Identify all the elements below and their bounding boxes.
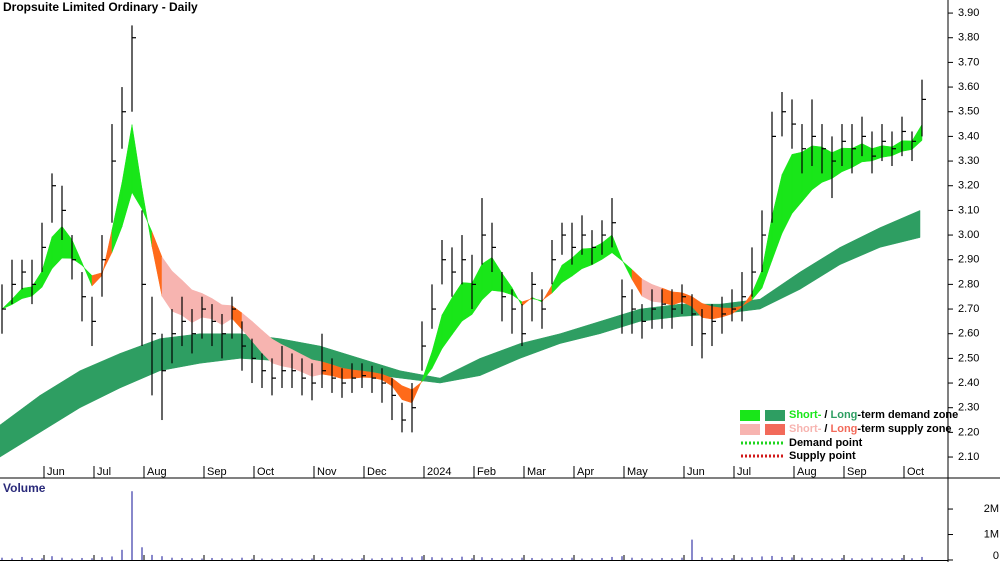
short-term-band	[881, 145, 893, 158]
x-tick-label: Jun	[687, 466, 705, 478]
legend-label: Supply point	[789, 450, 856, 462]
short-term-band	[311, 359, 323, 377]
short-term-band	[711, 306, 723, 320]
x-tick-label: Sep	[847, 466, 867, 478]
x-tick-label: Apr	[577, 466, 594, 478]
legend-label: Short- / Long-term supply zone	[789, 423, 952, 435]
legend-long: Long	[831, 409, 858, 421]
x-tick-label: Feb	[477, 466, 496, 478]
chart-title: Dropsuite Limited Ordinary - Daily	[3, 0, 198, 14]
y-tick-label: 3.30	[958, 155, 979, 167]
y-tick-label: 3.70	[958, 56, 979, 68]
x-tick-label: Aug	[147, 466, 167, 478]
x-tick-label: Jul	[737, 466, 751, 478]
y-tick-label: 2.90	[958, 254, 979, 266]
y-tick-label: 3.20	[958, 180, 979, 192]
volume-y-tick-label: 2M	[984, 503, 999, 515]
x-tick-label: Oct	[257, 466, 274, 478]
volume-title: Volume	[3, 481, 46, 495]
long-term-band	[879, 210, 921, 248]
short-term-band	[581, 247, 593, 270]
y-tick-label: 3.00	[958, 229, 979, 241]
short-term-band	[841, 147, 853, 173]
legend-label: Short- / Long-term demand zone	[789, 409, 958, 421]
long-term-band	[199, 333, 241, 364]
x-tick-label: Sep	[207, 466, 227, 478]
x-tick-label: Dec	[367, 466, 387, 478]
x-tick-label: Jul	[97, 466, 111, 478]
legend-sep: /	[824, 423, 830, 435]
legend-rest: -term demand zone	[857, 409, 958, 421]
legend-swatch	[740, 424, 760, 435]
legend-long: Long	[831, 423, 858, 435]
legend-short: Short-	[789, 409, 822, 421]
y-tick-label: 2.20	[958, 426, 979, 438]
legend-swatch	[765, 424, 785, 435]
legend-swatch	[765, 410, 785, 421]
legend-swatch	[740, 410, 760, 421]
legend-rest: -term supply zone	[857, 423, 951, 435]
y-tick-label: 2.60	[958, 328, 979, 340]
short-term-band	[461, 282, 473, 322]
short-term-band	[341, 367, 353, 379]
legend-short: Short-	[789, 423, 822, 435]
y-tick-label: 3.80	[958, 32, 979, 44]
y-tick-label: 3.60	[958, 81, 979, 93]
short-term-band	[191, 289, 203, 324]
legend-label: Demand point	[789, 437, 863, 449]
y-tick-label: 2.50	[958, 352, 979, 364]
legend-sep: /	[824, 409, 830, 421]
short-term-band	[351, 369, 363, 379]
y-tick-label: 2.40	[958, 377, 979, 389]
short-term-band	[811, 145, 823, 191]
y-tick-label: 3.50	[958, 106, 979, 118]
y-tick-label: 2.30	[958, 402, 979, 414]
x-tick-label: 2024	[427, 466, 451, 478]
x-tick-label: May	[627, 466, 648, 478]
x-tick-label: Mar	[527, 466, 546, 478]
y-tick-label: 2.10	[958, 451, 979, 463]
short-term-band	[361, 370, 373, 378]
short-term-band	[901, 140, 913, 152]
x-tick-label: Oct	[907, 466, 924, 478]
y-tick-label: 2.80	[958, 278, 979, 290]
y-tick-label: 3.40	[958, 130, 979, 142]
y-tick-label: 3.90	[958, 7, 979, 19]
y-tick-label: 2.70	[958, 303, 979, 315]
short-term-band	[821, 146, 833, 183]
x-tick-label: Jun	[47, 466, 65, 478]
x-tick-label: Nov	[317, 466, 337, 478]
volume-y-tick-label: 1M	[984, 528, 999, 540]
volume-y-tick-label: 0	[993, 550, 999, 562]
y-tick-label: 3.10	[958, 204, 979, 216]
x-tick-label: Aug	[797, 466, 817, 478]
